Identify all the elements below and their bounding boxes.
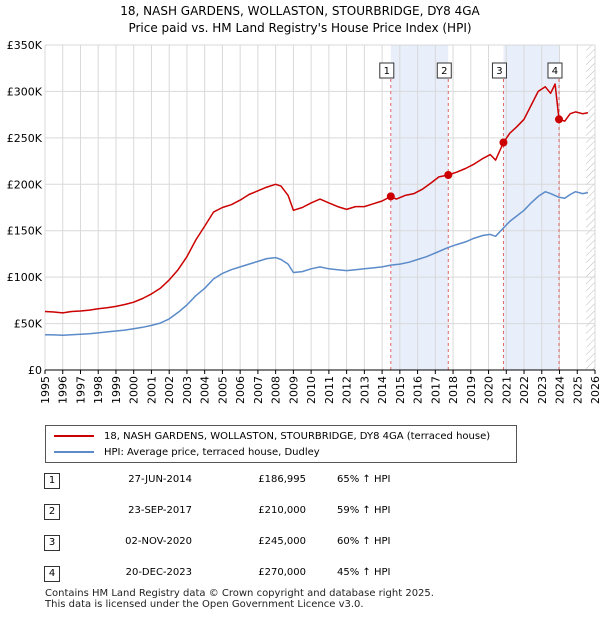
- x-tick-label: 2018: [447, 376, 460, 404]
- legend-swatch-hpi: [54, 451, 94, 453]
- sale-label-text: 1: [384, 66, 390, 77]
- sale-hpi-change: 60% ↑ HPI: [337, 536, 391, 547]
- y-tick-label: £100K: [7, 271, 43, 284]
- sale-label-box: [379, 62, 395, 79]
- legend-item-property: 18, NASH GARDENS, WOLLASTON, STOURBRIDGE…: [54, 429, 490, 443]
- x-tick-label: 2023: [536, 376, 549, 404]
- x-tick-label: 2026: [589, 376, 600, 404]
- sale-hpi-change: 65% ↑ HPI: [337, 474, 391, 485]
- y-tick-label: £300K: [7, 85, 43, 98]
- forecast-hatch: [586, 45, 595, 370]
- x-tick-label: 2021: [500, 376, 513, 404]
- x-tick-label: 2002: [163, 376, 176, 404]
- sale-number-badge: 2: [44, 504, 60, 520]
- sale-label-text: 4: [552, 66, 558, 77]
- chart-legend: 18, NASH GARDENS, WOLLASTON, STOURBRIDGE…: [45, 425, 517, 463]
- y-tick-label: £250K: [7, 132, 43, 145]
- y-tick-label: £350K: [7, 39, 43, 52]
- sale-label-box: [547, 62, 563, 79]
- x-tick-label: 2005: [216, 376, 229, 404]
- x-tick-label: 2006: [234, 376, 247, 404]
- table-row: 2 23-SEP-2017 £210,000 59% ↑ HPI: [42, 502, 462, 522]
- x-tick-label: 2015: [394, 376, 407, 404]
- x-tick-label: 1999: [110, 376, 123, 404]
- table-row: 1 27-JUN-2014 £186,995 65% ↑ HPI: [42, 471, 462, 491]
- x-tick-label: 2022: [518, 376, 531, 404]
- x-tick-label: 2001: [145, 376, 158, 404]
- sale-hpi-change: 45% ↑ HPI: [337, 567, 391, 578]
- x-tick-label: 2012: [341, 376, 354, 404]
- price-chart: 1 2 3 4 £0 £50K £100K £150K £200K £250K £300K £350K…: [7, 39, 600, 404]
- legend-label-hpi: HPI: Average price, terraced house, Dudl…: [104, 446, 320, 458]
- sale-label-box: [491, 62, 507, 79]
- sale-number-badge: 1: [44, 473, 60, 489]
- x-tick-label: 2016: [412, 376, 425, 404]
- x-tick-label: 2019: [465, 376, 478, 404]
- chart-title-line1: 18, NASH GARDENS, WOLLASTON, STOURBRIDGE…: [120, 4, 480, 18]
- x-tick-label: 2011: [323, 376, 336, 404]
- legend-swatch-property: [54, 435, 94, 437]
- highlight-band: [503, 45, 559, 370]
- x-tick-label: 2017: [429, 376, 442, 404]
- footer-licence: This data is licensed under the Open Gov…: [45, 599, 364, 610]
- legend-label-property: 18, NASH GARDENS, WOLLASTON, STOURBRIDGE…: [104, 430, 491, 442]
- x-tick-label: 2008: [270, 376, 283, 404]
- x-tick-label: 2009: [287, 376, 300, 404]
- series-line-hpi: [44, 190, 589, 336]
- sale-price: £270,000: [258, 567, 306, 578]
- x-tick-label: 2000: [128, 376, 141, 404]
- y-tick-label: £150K: [7, 225, 43, 238]
- sale-hpi-change: 59% ↑ HPI: [337, 505, 391, 516]
- sale-label-box: [436, 62, 452, 79]
- highlight-band: [390, 45, 449, 370]
- sale-date: 20-DEC-2023: [125, 567, 192, 578]
- x-tick-label: 2010: [305, 376, 318, 404]
- sale-point: [499, 138, 508, 147]
- x-tick-label: 2013: [358, 376, 371, 404]
- x-tick-label: 2014: [376, 376, 389, 404]
- table-row: 4 20-DEC-2023 £270,000 45% ↑ HPI: [42, 564, 462, 584]
- legend-item-hpi: HPI: Average price, terraced house, Dudl…: [54, 445, 320, 459]
- table-row: 3 02-NOV-2020 £245,000 60% ↑ HPI: [42, 533, 462, 553]
- sale-label-text: 2: [441, 66, 447, 77]
- x-tick-label: 2025: [571, 376, 584, 404]
- footer-copyright: Contains HM Land Registry data © Crown c…: [45, 588, 434, 599]
- x-tick-label: 1995: [39, 376, 52, 404]
- series-line-property: [44, 83, 589, 314]
- y-tick-label: £0: [28, 364, 42, 377]
- x-tick-label: 1997: [74, 376, 87, 404]
- sale-point: [444, 171, 453, 179]
- x-tick-label: 1998: [92, 376, 105, 404]
- footer-notice: Contains HM Land Registry data © Crown c…: [45, 588, 434, 610]
- y-tick-label: £50K: [14, 318, 43, 331]
- sale-price: £210,000: [258, 505, 306, 516]
- x-tick-label: 2024: [554, 376, 567, 404]
- sale-price: £245,000: [258, 536, 306, 547]
- sale-date: 27-JUN-2014: [128, 474, 192, 485]
- x-tick-label: 2003: [181, 376, 194, 404]
- x-tick-label: 1996: [57, 376, 70, 404]
- sale-date: 02-NOV-2020: [125, 536, 192, 547]
- x-tick-label: 2007: [252, 376, 265, 404]
- y-tick-label: £200K: [7, 178, 43, 191]
- sale-point: [386, 192, 395, 201]
- chart-title-line2: Price paid vs. HM Land Registry's House …: [128, 21, 472, 35]
- sale-date: 23-SEP-2017: [128, 505, 192, 516]
- x-tick-label: 2004: [199, 376, 212, 404]
- sale-number-badge: 4: [44, 566, 60, 582]
- sale-number-badge: 3: [44, 535, 60, 551]
- x-tick-label: 2020: [483, 376, 496, 404]
- sale-point: [554, 115, 563, 124]
- sale-label-text: 3: [496, 66, 502, 77]
- sale-price: £186,995: [258, 474, 306, 485]
